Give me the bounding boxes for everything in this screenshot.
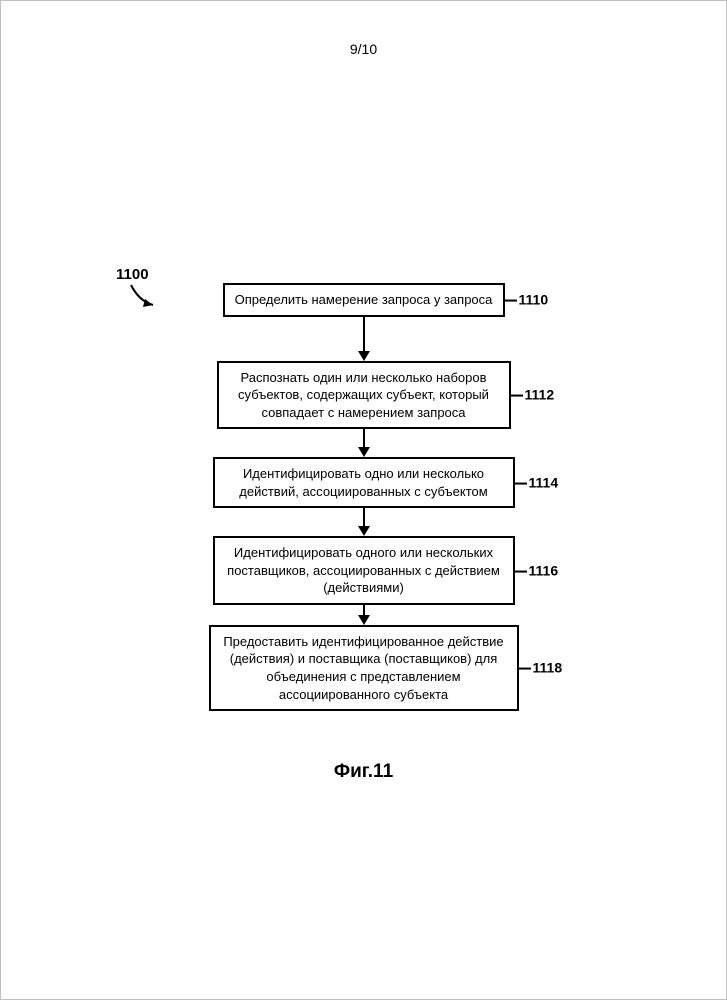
leader-line-icon xyxy=(517,668,531,670)
flowchart-node: Распознать один или несколько наборов су… xyxy=(217,361,511,430)
figure-caption: Фиг.11 xyxy=(334,761,393,783)
flowchart-node-id: 1114 xyxy=(529,474,559,490)
arrow-down-icon xyxy=(358,429,370,457)
arrow-down-icon xyxy=(358,317,370,361)
page-number: 9/10 xyxy=(1,1,726,57)
arrow-down-icon xyxy=(358,605,370,625)
flowchart-node-text: Распознать один или несколько наборов су… xyxy=(238,370,489,420)
flowchart: Определить намерение запроса у запроса11… xyxy=(209,283,519,711)
flowchart-node-id-label: 1114 xyxy=(513,473,559,492)
flowchart-node: Определить намерение запроса у запроса11… xyxy=(223,283,505,317)
flowchart-node: Идентифицировать одного или нескольких п… xyxy=(213,536,515,605)
flowchart-node: Идентифицировать одно или несколько дейс… xyxy=(213,457,515,508)
arrow-down-icon xyxy=(358,508,370,536)
flowchart-node-id-label: 1112 xyxy=(509,385,555,404)
flowchart-reference-pointer-icon xyxy=(129,283,159,307)
flowchart-node-id-label: 1118 xyxy=(517,659,563,678)
page: 9/10 1100 Определить намерение запроса у… xyxy=(0,0,727,1000)
flowchart-node-id: 1116 xyxy=(529,562,559,578)
flowchart-node-text: Определить намерение запроса у запроса xyxy=(235,292,493,307)
leader-line-icon xyxy=(503,300,517,302)
flowchart-node-text: Предоставить идентифицированное действие… xyxy=(223,634,503,702)
leader-line-icon xyxy=(513,483,527,485)
flowchart-node: Предоставить идентифицированное действие… xyxy=(209,625,519,711)
flowchart-reference-number: 1100 xyxy=(116,266,149,283)
flowchart-node-id-label: 1116 xyxy=(513,561,559,580)
leader-line-icon xyxy=(509,395,523,397)
flowchart-node-id: 1112 xyxy=(525,386,555,402)
flowchart-node-id: 1118 xyxy=(533,660,563,676)
flowchart-node-id: 1110 xyxy=(519,291,549,307)
leader-line-icon xyxy=(513,570,527,572)
flowchart-node-id-label: 1110 xyxy=(503,290,549,309)
flowchart-node-text: Идентифицировать одного или нескольких п… xyxy=(227,545,500,595)
flowchart-node-text: Идентифицировать одно или несколько дейс… xyxy=(239,466,487,499)
